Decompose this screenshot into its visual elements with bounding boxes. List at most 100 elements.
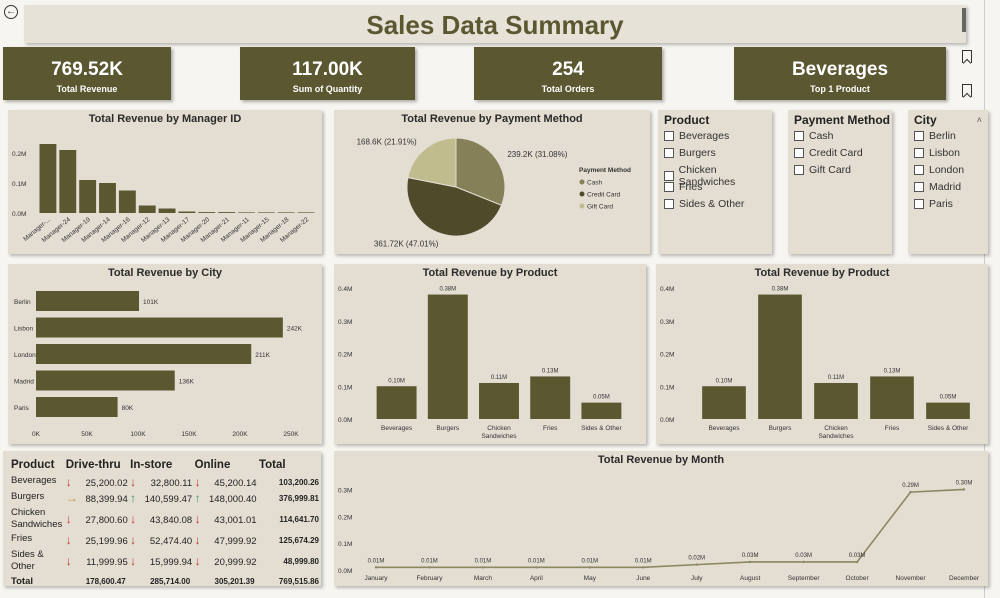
data-label: 0.01M bbox=[528, 558, 545, 564]
checkbox[interactable] bbox=[664, 199, 674, 209]
pie-data-label: 168.6K (21.91%) bbox=[357, 137, 417, 146]
y-tick-label: 0.1M bbox=[338, 541, 352, 548]
x-tick-label: August bbox=[740, 575, 760, 582]
data-label: 0.03M bbox=[795, 553, 812, 559]
data-label: 0.05M bbox=[940, 395, 957, 401]
matrix-cell: 285,714.00 bbox=[130, 575, 192, 587]
matrix-value: 15,999.94 bbox=[149, 557, 193, 568]
slicer-option-berlin[interactable]: Berlin bbox=[914, 130, 956, 142]
matrix-row-label[interactable]: Burgers bbox=[11, 491, 45, 502]
checkbox[interactable] bbox=[794, 148, 804, 158]
matrix-header[interactable]: Product bbox=[11, 459, 55, 471]
bar bbox=[198, 212, 216, 213]
y-tick-label: 0.3M bbox=[660, 319, 674, 326]
bookmark-icon[interactable] bbox=[962, 50, 972, 63]
slicer-option-fries[interactable]: Fries bbox=[664, 181, 702, 193]
matrix-row-label: Total bbox=[11, 575, 33, 587]
matrix-header[interactable]: In-store bbox=[130, 459, 173, 471]
matrix-header[interactable]: Total bbox=[258, 459, 286, 471]
slicer-option-madrid[interactable]: Madrid bbox=[914, 181, 961, 193]
checkbox[interactable] bbox=[914, 148, 924, 158]
slicer-option-london[interactable]: London bbox=[914, 164, 964, 176]
matrix-cell: ↓ 27,800.60 bbox=[66, 507, 128, 531]
bar bbox=[138, 205, 156, 213]
checkbox[interactable] bbox=[664, 148, 674, 158]
checkbox[interactable] bbox=[914, 165, 924, 175]
matrix-cell: ↓ 45,200.14 bbox=[195, 475, 257, 489]
bar bbox=[376, 386, 417, 419]
data-label: 211K bbox=[255, 352, 270, 359]
y-tick-label: 0.1M bbox=[338, 384, 352, 391]
slicer-option-beverages[interactable]: Beverages bbox=[664, 130, 729, 142]
slicer-option-credit-card[interactable]: Credit Card bbox=[794, 147, 863, 159]
checkbox[interactable] bbox=[664, 131, 674, 141]
arrow-up-icon: ↑ bbox=[130, 491, 137, 505]
bookmark-icon[interactable] bbox=[962, 84, 972, 97]
bar bbox=[118, 190, 136, 213]
y-tick-label: Lisbon bbox=[14, 326, 34, 333]
slicer-option-sides-other[interactable]: Sides & Other bbox=[664, 198, 744, 210]
checkbox[interactable] bbox=[794, 165, 804, 175]
chart-svg: 0.4M 0.3M 0.2M 0.1M 0.0M 0.10M Beverages 0.38M B… bbox=[660, 286, 970, 440]
data-label: 0.01M bbox=[635, 558, 652, 564]
checkbox[interactable] bbox=[664, 171, 674, 181]
matrix-cell: ↓ 43,840.08 bbox=[130, 507, 192, 531]
data-label: 0.10M bbox=[716, 378, 733, 384]
x-tick-label: Sandwiches bbox=[481, 433, 517, 440]
back-arrow-icon[interactable]: ← bbox=[4, 5, 18, 19]
arrow-down-icon: ↓ bbox=[130, 533, 137, 547]
chevron-up-icon[interactable]: ˄ bbox=[976, 115, 982, 125]
slicer-option-gift-card[interactable]: Gift Card bbox=[794, 164, 851, 176]
data-label: 0.03M bbox=[849, 553, 866, 559]
kpi-value: 254 bbox=[552, 59, 584, 80]
checkbox[interactable] bbox=[794, 131, 804, 141]
matrix-value: 43,840.08 bbox=[149, 515, 193, 526]
slicer-option-cash[interactable]: Cash bbox=[794, 130, 834, 142]
matrix-value: 114,641.70 bbox=[279, 514, 319, 524]
checkbox[interactable] bbox=[914, 131, 924, 141]
arrow-right-icon: → bbox=[65, 491, 78, 505]
checkbox[interactable] bbox=[914, 182, 924, 192]
matrix-cell: 376,999.81 bbox=[259, 491, 319, 505]
matrix-cell: 103,200.26 bbox=[259, 475, 319, 489]
matrix-header[interactable]: Online bbox=[194, 459, 231, 471]
matrix-value: 48,999.80 bbox=[283, 556, 319, 566]
x-tick-label: July bbox=[691, 575, 703, 582]
slicer-option-label: London bbox=[929, 164, 965, 176]
x-tick-label: Burgers bbox=[769, 425, 793, 432]
matrix-row-label[interactable]: Beverages bbox=[11, 475, 57, 486]
slicer-option-chicken-sandwiches[interactable]: Chicken Sandwiches bbox=[664, 164, 772, 188]
matrix-row-label[interactable]: Fries bbox=[11, 533, 33, 544]
matrix-value: 305,201.39 bbox=[214, 576, 255, 586]
x-tick-label: 0K bbox=[32, 431, 41, 438]
data-label: 242K bbox=[287, 326, 303, 333]
slicer-option-paris[interactable]: Paris bbox=[914, 198, 953, 210]
chart-revenue-by-payment: Total Revenue by Payment Method 239.2K (… bbox=[334, 110, 650, 254]
matrix-row-label[interactable]: Sides & Other bbox=[11, 549, 44, 572]
matrix-value: 20,999.92 bbox=[214, 557, 257, 568]
scrollbar[interactable] bbox=[962, 8, 966, 32]
data-point bbox=[802, 560, 805, 564]
data-label: 0.10M bbox=[388, 378, 405, 384]
slicer-option-lisbon[interactable]: Lisbon bbox=[914, 147, 960, 159]
checkbox[interactable] bbox=[664, 182, 674, 192]
legend-label: Gift Card bbox=[587, 204, 613, 211]
chart-svg: 0.2M0.1M0.0MManager-...Manager-24Manager… bbox=[12, 144, 315, 244]
x-tick-label: 100K bbox=[130, 431, 146, 438]
chart-title: Total Revenue by Product bbox=[754, 267, 890, 279]
table-row: Beverages ↓ 25,200.02 ↓ 32,800.11 ↓ 45,200.14 1… bbox=[11, 475, 319, 489]
matrix-row-label[interactable]: Chicken Sandwiches bbox=[11, 507, 63, 530]
bar bbox=[36, 370, 175, 391]
checkbox[interactable] bbox=[914, 199, 924, 209]
matrix-value: 376,999.81 bbox=[278, 493, 319, 503]
arrow-down-icon: ↓ bbox=[65, 512, 72, 526]
matrix-header[interactable]: Drive-thru bbox=[65, 459, 121, 471]
kpi-label: Top 1 Product bbox=[810, 84, 870, 94]
matrix-cell: 125,674.29 bbox=[259, 533, 319, 547]
slicer-option-burgers[interactable]: Burgers bbox=[664, 147, 716, 159]
matrix-value: 11,999.95 bbox=[86, 557, 128, 568]
arrow-down-icon: ↓ bbox=[130, 475, 137, 489]
bar bbox=[530, 376, 571, 419]
legend-label: Cash bbox=[587, 180, 603, 187]
